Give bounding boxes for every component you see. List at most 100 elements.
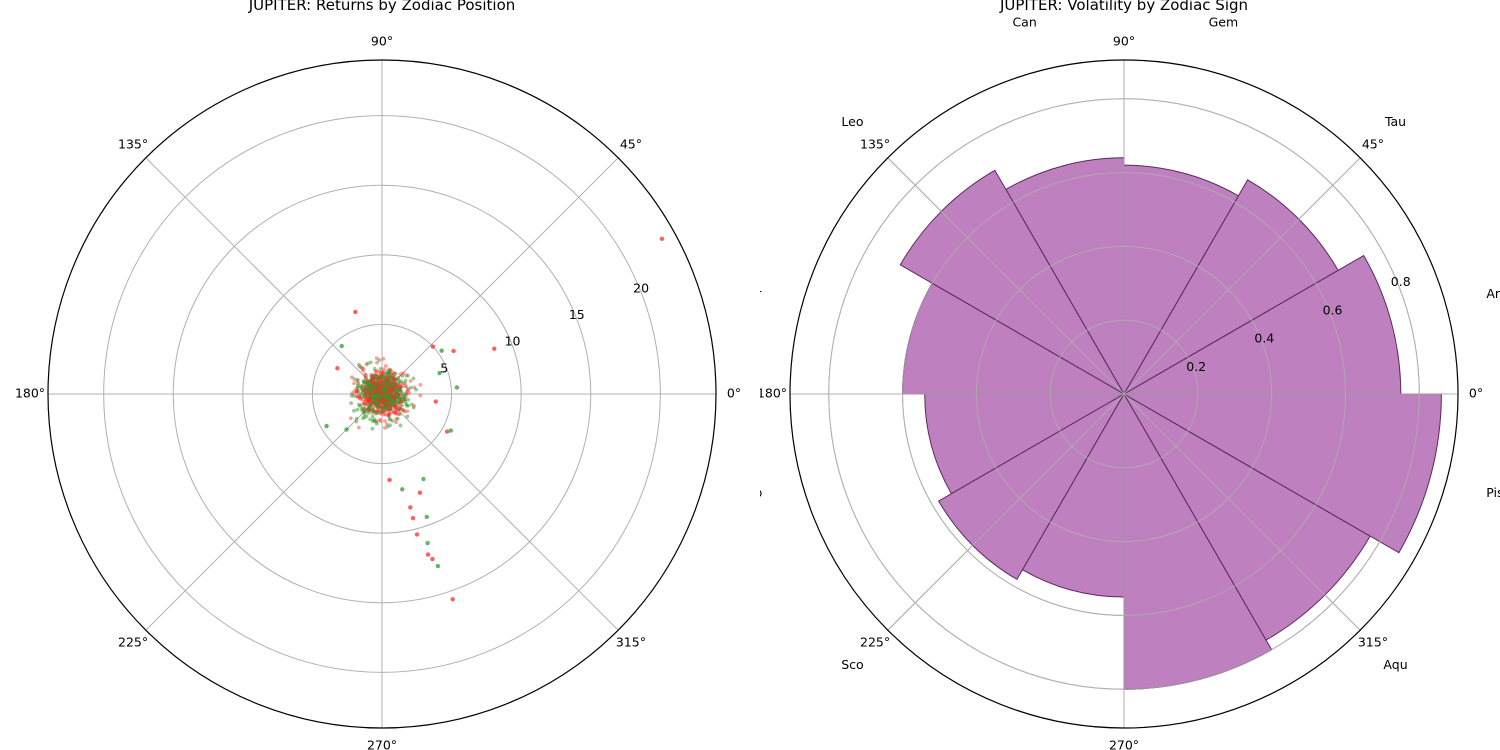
- scatter-point: [409, 385, 413, 390]
- scatter-point: [380, 370, 385, 375]
- scatter-point: [367, 399, 372, 404]
- grid-spoke-overlay: [1123, 157, 1361, 395]
- scatter-point: [354, 416, 359, 421]
- scatter-outlier-point: [408, 505, 413, 510]
- scatter-point: [368, 360, 373, 365]
- scatter-point: [374, 390, 379, 394]
- scatter-point: [366, 380, 371, 385]
- radial-tick-label: 0.8: [1391, 274, 1411, 289]
- scatter-point: [404, 384, 409, 389]
- scatter-point: [387, 417, 392, 421]
- scatter-point: [363, 392, 368, 397]
- scatter-point: [387, 374, 392, 379]
- zodiac-sign-label: Ari: [1486, 286, 1500, 301]
- scatter-point: [354, 390, 359, 395]
- scatter-point: [375, 381, 380, 386]
- scatter-point: [377, 396, 382, 401]
- scatter-point: [365, 396, 370, 401]
- scatter-point: [382, 398, 387, 402]
- scatter-point: [392, 383, 397, 388]
- scatter-point: [378, 366, 383, 371]
- scatter-point: [366, 399, 371, 404]
- scatter-point: [405, 414, 410, 419]
- scatter-point: [394, 395, 399, 400]
- scatter-point: [374, 356, 379, 361]
- scatter-point: [352, 377, 357, 382]
- scatter-point: [349, 375, 354, 380]
- scatter-point: [412, 385, 417, 390]
- scatter-point: [387, 384, 392, 389]
- left-scatter-points: [324, 236, 665, 602]
- scatter-point: [414, 387, 418, 392]
- scatter-point: [380, 408, 385, 413]
- scatter-outlier-point: [435, 563, 441, 569]
- right-radial-tick-labels: 0.2 0.4 0.6 0.8: [1186, 274, 1411, 374]
- scatter-point: [363, 400, 368, 405]
- scatter-point: [363, 387, 368, 392]
- scatter-point: [388, 368, 393, 373]
- right-chart-title: JUPITER: Volatility by Zodiac Sign: [999, 0, 1248, 14]
- scatter-point: [403, 378, 408, 383]
- scatter-point: [382, 367, 386, 372]
- scatter-point: [374, 421, 379, 426]
- scatter-point: [392, 398, 396, 403]
- scatter-point: [394, 417, 399, 421]
- scatter-point: [398, 423, 403, 428]
- scatter-point: [394, 411, 399, 416]
- scatter-point: [404, 389, 409, 394]
- scatter-point: [411, 405, 416, 410]
- scatter-point: [377, 418, 382, 422]
- scatter-point: [377, 374, 381, 379]
- scatter-point: [395, 416, 400, 421]
- scatter-outlier-point: [437, 370, 442, 376]
- scatter-point: [357, 362, 361, 367]
- angle-tick-label: 315°: [1358, 634, 1388, 649]
- scatter-point: [385, 385, 390, 390]
- scatter-point: [362, 401, 367, 406]
- scatter-point: [366, 395, 371, 400]
- scatter-point: [408, 379, 413, 383]
- scatter-point: [396, 412, 401, 417]
- scatter-outlier-point: [400, 487, 405, 492]
- scatter-point: [349, 393, 354, 398]
- zodiac-sign-label: Gem: [1209, 15, 1239, 30]
- scatter-point: [393, 389, 398, 393]
- returns-polar-chart: JUPITER: Returns by Zodiac Position 5 10 1…: [15, 0, 741, 750]
- scatter-point: [389, 396, 393, 400]
- scatter-point: [355, 389, 360, 394]
- zodiac-sign-label: Sco: [841, 657, 863, 672]
- grid-spoke: [145, 393, 383, 631]
- angle-tick-label: 45°: [1362, 137, 1384, 152]
- scatter-point: [379, 399, 384, 404]
- angle-tick-label: 135°: [118, 137, 148, 152]
- scatter-point: [380, 405, 385, 410]
- scatter-point: [369, 390, 374, 395]
- scatter-point: [396, 408, 401, 413]
- scatter-point: [367, 398, 372, 403]
- scatter-point: [390, 386, 395, 391]
- scatter-outlier-point: [414, 532, 420, 537]
- right-polar-bars: [790, 60, 1458, 728]
- scatter-point: [380, 398, 385, 403]
- scatter-point: [400, 374, 405, 378]
- scatter-outlier-point: [335, 366, 340, 371]
- scatter-point: [405, 388, 410, 392]
- scatter-outlier-point: [421, 476, 426, 482]
- scatter-point: [352, 389, 357, 394]
- scatter-point: [349, 401, 354, 406]
- grid-spoke-overlay: [887, 157, 1125, 395]
- scatter-point: [373, 398, 378, 402]
- zodiac-sign-label: Tau: [1384, 114, 1406, 129]
- angle-tick-label: 315°: [616, 634, 646, 649]
- scatter-point: [358, 394, 363, 399]
- scatter-point: [377, 370, 382, 374]
- polar-bar-cap: [1122, 393, 1442, 554]
- scatter-point: [384, 378, 389, 383]
- scatter-outlier-point: [439, 348, 444, 353]
- scatter-point: [380, 405, 385, 410]
- scatter-point: [370, 426, 375, 431]
- scatter-point: [373, 377, 377, 382]
- zodiac-sign-label: Vir: [745, 286, 763, 301]
- scatter-point: [405, 403, 409, 408]
- scatter-outlier-point: [324, 423, 329, 429]
